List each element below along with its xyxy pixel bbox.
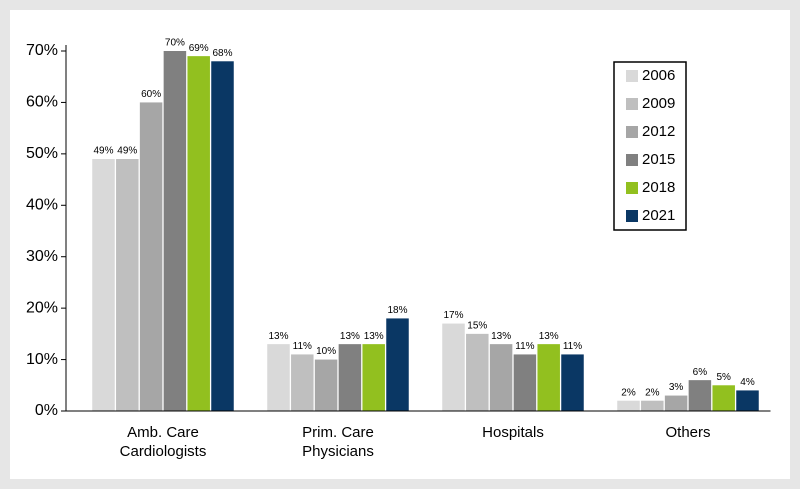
data-label: 2% bbox=[645, 387, 660, 398]
data-label: 4% bbox=[740, 377, 755, 388]
bar bbox=[712, 385, 735, 411]
data-label: 69% bbox=[189, 43, 209, 54]
legend-label: 2021 bbox=[642, 207, 675, 224]
legend-swatch bbox=[626, 210, 638, 222]
bar bbox=[537, 344, 560, 411]
data-label: 13% bbox=[539, 331, 559, 342]
data-label: 13% bbox=[491, 331, 511, 342]
data-label: 11% bbox=[293, 341, 312, 352]
data-label: 60% bbox=[141, 89, 161, 100]
legend-swatch bbox=[626, 70, 638, 82]
bar bbox=[513, 354, 537, 411]
legend-label: 2015 bbox=[642, 151, 675, 168]
y-tick-label: 50% bbox=[26, 145, 58, 162]
y-tick-label: 10% bbox=[26, 351, 58, 368]
data-label: 18% bbox=[387, 305, 407, 316]
x-tick-label: Others bbox=[665, 424, 711, 441]
bar bbox=[314, 359, 338, 411]
data-label: 13% bbox=[364, 331, 384, 342]
bar bbox=[116, 159, 139, 411]
y-tick-label: 30% bbox=[26, 248, 58, 265]
data-label: 49% bbox=[117, 146, 137, 157]
data-label: 13% bbox=[268, 331, 288, 342]
bar bbox=[617, 400, 640, 411]
y-tick-label: 70% bbox=[26, 42, 58, 59]
x-tick-label: Amb. Care Cardiologists bbox=[119, 424, 207, 460]
bar bbox=[736, 390, 759, 411]
data-label: 10% bbox=[316, 346, 336, 357]
bar bbox=[291, 354, 314, 411]
legend-label: 2006 bbox=[642, 67, 675, 84]
data-label: 6% bbox=[693, 367, 708, 378]
data-label: 11% bbox=[515, 341, 534, 352]
bar bbox=[211, 61, 234, 412]
bar bbox=[386, 318, 409, 411]
legend-swatch bbox=[626, 98, 638, 110]
legend-label: 2018 bbox=[642, 179, 675, 196]
bar bbox=[362, 344, 385, 411]
data-label: 70% bbox=[165, 38, 185, 49]
data-label: 3% bbox=[669, 382, 684, 393]
bar bbox=[688, 380, 712, 411]
legend-label: 2012 bbox=[642, 123, 675, 140]
data-label: 17% bbox=[443, 310, 463, 321]
data-label: 68% bbox=[212, 48, 232, 59]
y-tick-label: 60% bbox=[26, 94, 58, 111]
data-label: 15% bbox=[467, 320, 487, 331]
bar bbox=[139, 102, 163, 411]
data-label: 11% bbox=[563, 341, 582, 352]
bar bbox=[466, 333, 489, 411]
y-tick-label: 40% bbox=[26, 197, 58, 214]
bar bbox=[187, 56, 210, 412]
bar bbox=[489, 344, 513, 411]
bar bbox=[442, 323, 465, 411]
x-tick-label: Hospitals bbox=[482, 424, 544, 441]
legend-swatch bbox=[626, 182, 638, 194]
bar bbox=[664, 395, 688, 411]
data-label: 5% bbox=[716, 372, 731, 383]
data-label: 49% bbox=[93, 146, 113, 157]
bar bbox=[267, 344, 290, 411]
bar bbox=[92, 159, 115, 411]
bar bbox=[338, 344, 362, 411]
bar bbox=[561, 354, 584, 411]
y-tick-label: 20% bbox=[26, 299, 58, 316]
legend-swatch bbox=[626, 126, 638, 138]
y-tick-label: 0% bbox=[35, 402, 58, 419]
legend-box bbox=[613, 61, 687, 231]
data-label: 2% bbox=[621, 387, 636, 398]
bar bbox=[163, 51, 187, 411]
legend-swatch bbox=[626, 154, 638, 166]
legend-label: 2009 bbox=[642, 95, 675, 112]
data-label: 13% bbox=[340, 331, 360, 342]
bar bbox=[641, 400, 664, 411]
x-tick-label: Prim. Care Physicians bbox=[302, 424, 374, 460]
